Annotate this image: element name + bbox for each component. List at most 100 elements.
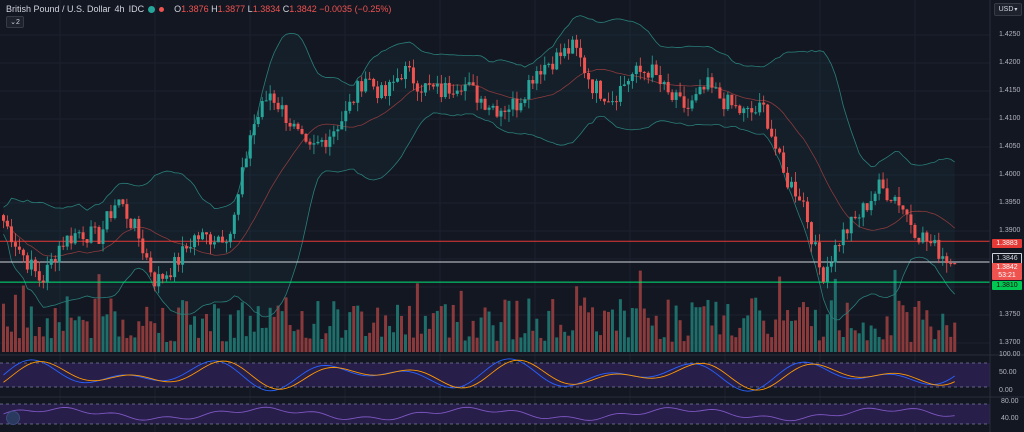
candle-body [754,112,758,114]
candle-body [662,81,666,85]
candle-body [794,181,798,197]
volume-bar [419,333,423,352]
candle-body [535,71,539,84]
candle-body [204,232,208,235]
volume-bar [403,334,407,352]
volume-bar [921,319,925,352]
candle-body [133,219,137,228]
volume-bar [782,320,786,352]
candle-body [515,98,519,111]
candle-body [189,247,193,249]
candle-body [901,205,905,210]
volume-bar [893,269,897,352]
source-label: IDC [128,4,145,14]
interval-label[interactable]: 4h [114,4,125,14]
volume-bar [825,314,829,352]
candle-body [742,108,746,114]
candle-body [519,103,523,111]
volume-bar [535,318,539,352]
volume-bar [177,307,181,352]
candle-body [555,52,559,70]
candle-body [288,122,292,127]
volume-bar [411,337,415,352]
volume-bar [268,307,272,352]
volume-bar [65,296,69,352]
candle-body [591,79,595,94]
volume-bar [909,341,913,352]
candle-body [300,129,304,134]
candle-body [384,85,388,97]
volume-bar [523,333,527,352]
candle-body [137,219,141,239]
candle-body [336,129,340,132]
candle-body [348,101,352,111]
candle-body [328,136,332,147]
volume-bar [157,332,161,352]
candle-body [173,257,177,278]
candle-body [220,236,224,243]
volume-bar [809,326,813,352]
volume-bar [352,306,356,352]
oscillator2-tick-label: 80.00 [1001,398,1019,405]
volume-bar [861,322,865,352]
price-tick-label: 1.4100 [999,115,1021,122]
volume-bar [654,315,658,352]
symbol-legend: British Pound / U.S. Dollar 4h IDC O1.38… [6,4,391,14]
volume-bar [447,337,451,352]
volume-bar [666,299,670,352]
volume-bar [49,338,53,352]
candle-body [340,121,344,130]
volume-bar [790,320,794,352]
volume-bar [575,286,579,352]
indicators-collapse-button[interactable]: ⌄ 2 [6,16,24,28]
candle-body [113,205,117,219]
candle-body [284,105,288,123]
candle-body [929,241,933,244]
volume-bar [141,325,145,352]
volume-bar [439,306,443,352]
volume-bar [228,314,232,352]
volume-bar [817,340,821,352]
candle-body [642,71,646,73]
volume-bar [718,334,722,352]
candle-body [547,63,551,65]
volume-bar [949,336,953,352]
candle-body [881,179,885,189]
candle-body [599,80,602,99]
volume-bar [833,278,837,352]
volume-bar [316,301,320,352]
candle-body [714,87,718,89]
candle-body [37,271,41,281]
candle-body [396,78,400,82]
settings-icon[interactable] [6,411,20,425]
volume-bar [670,341,674,352]
volume-bar [714,301,718,352]
candle-body [710,77,714,88]
candle-body [941,256,945,259]
volume-bar [129,335,133,352]
horizontal-levels [0,240,990,283]
candle-body [21,249,25,256]
volume-bar [364,335,368,352]
volume-bar [423,315,427,352]
candle-body [33,259,37,272]
volume-bar [113,311,117,352]
candle-body [587,73,591,80]
candle-body [579,47,583,58]
stoch-d-line [3,359,955,391]
candle-body [125,204,129,219]
volume-bar [9,331,13,352]
candle-body [817,242,821,268]
candle-body [471,82,475,86]
candle-body [606,101,610,103]
symbol-name[interactable]: British Pound / U.S. Dollar [6,4,111,14]
volume-bar [877,336,881,352]
upper-band [3,15,955,211]
currency-button[interactable]: USD ▾ [994,3,1022,16]
rsi-line [3,406,955,422]
candle-body [734,105,738,107]
volume-bar [837,330,841,352]
volume-bar [599,335,602,352]
volume-bar [344,330,348,352]
